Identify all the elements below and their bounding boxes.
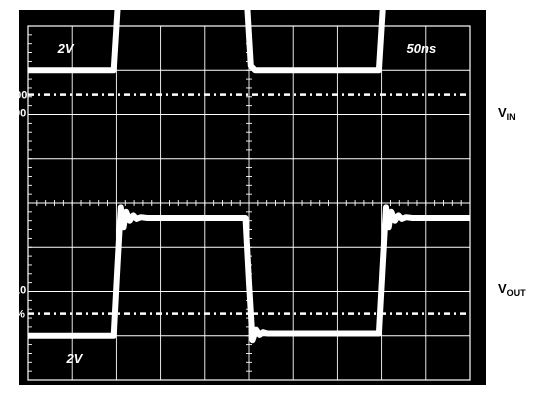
ref-label-0-percent: 0%: [9, 309, 25, 321]
vout-channel-label: VOUT: [498, 281, 526, 298]
vin-trace: [28, 0, 387, 74]
reference-lines: [28, 93, 470, 315]
vin-volts-per-div-label: 2V: [57, 41, 75, 56]
ref-label-100: 100: [9, 90, 27, 102]
ref-label-10: 10: [14, 284, 26, 296]
vin-channel-label: VIN: [498, 105, 516, 122]
vout-volts-per-div-label: 2V: [65, 351, 83, 366]
signal-traces: [28, 0, 470, 344]
time-per-div-label: 50ns: [407, 41, 437, 56]
ref-label-90: 90: [14, 107, 26, 119]
vout-trace: [28, 204, 470, 344]
scope-annotations: 2V 2V 50ns 100 90 10 0%: [9, 41, 436, 366]
